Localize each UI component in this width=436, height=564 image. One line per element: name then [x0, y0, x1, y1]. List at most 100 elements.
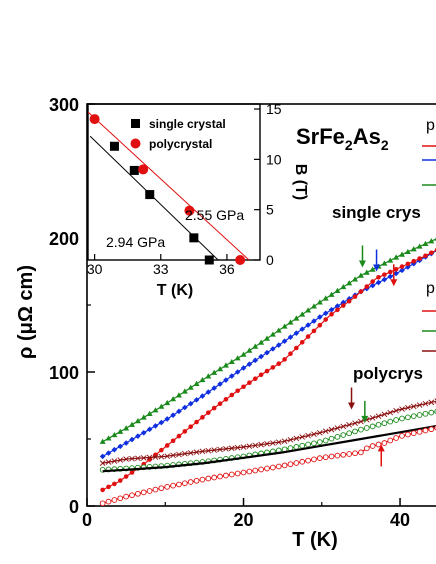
data-point: [423, 253, 428, 259]
data-point: [422, 400, 429, 407]
data-point: [246, 468, 253, 475]
data-point: [205, 373, 212, 379]
data-point: [194, 419, 199, 425]
series-line: [102, 250, 436, 457]
data-point: [252, 343, 259, 349]
data-point: [240, 365, 247, 371]
data-point: [234, 369, 241, 375]
data-point: [281, 323, 288, 329]
data-point: [258, 372, 264, 378]
data-point: [235, 388, 240, 394]
data-point: [358, 426, 364, 433]
data-point: [305, 307, 312, 313]
data-point: [211, 447, 217, 453]
data-point: [294, 345, 299, 351]
data-point: [146, 410, 153, 417]
inset-x-axis: 30 33 36: [87, 254, 235, 277]
data-point: [175, 392, 182, 398]
data-point: [258, 353, 264, 360]
data-point: [287, 334, 294, 340]
data-point: [322, 437, 329, 444]
data-point: [322, 454, 329, 461]
data-point: [229, 392, 235, 398]
data-point: [182, 429, 188, 434]
data-point: [410, 430, 417, 437]
data-point: [181, 388, 188, 394]
transition-arrow: [390, 264, 398, 287]
data-point: [387, 269, 393, 275]
data-point: [193, 449, 200, 455]
data-point: [111, 497, 118, 503]
series-0: [99, 237, 436, 444]
legend-label-poly: polycrystal: [149, 137, 212, 151]
single-legend-head: p: [426, 117, 435, 134]
data-point: [381, 411, 388, 418]
data-point: [363, 445, 370, 452]
data-point: [217, 366, 224, 372]
data-point: [393, 435, 399, 441]
data-point: [328, 291, 335, 297]
data-point: [358, 418, 364, 425]
data-point: [170, 482, 176, 489]
data-point: [299, 311, 306, 317]
data-point: [357, 272, 364, 278]
data-point: [152, 486, 159, 493]
main-arrows: [348, 245, 398, 467]
data-point: [322, 295, 329, 301]
data-point: [270, 464, 276, 471]
data-point: [217, 381, 223, 387]
data-point: [228, 373, 235, 379]
data-point: [334, 452, 341, 459]
data-point: [123, 425, 130, 431]
inset-y-tick-label: 5: [266, 202, 274, 218]
data-point: [105, 435, 112, 441]
data-point: [323, 317, 328, 322]
data-point: [99, 453, 106, 460]
data-point: [340, 423, 347, 430]
data-point: [117, 478, 123, 483]
inset-point-poly: [184, 205, 195, 216]
data-point: [305, 441, 311, 448]
data-point: [369, 282, 376, 289]
data-point: [322, 428, 329, 435]
data-point: [193, 477, 200, 484]
legend-label-single: single crystal: [149, 117, 226, 131]
data-point: [164, 483, 171, 490]
data-point: [334, 287, 341, 293]
data-point: [428, 426, 435, 433]
data-point: [193, 397, 200, 403]
data-point: [241, 384, 246, 390]
data-point: [217, 446, 223, 453]
data-point: [311, 328, 317, 334]
data-point: [340, 283, 347, 290]
data-point: [129, 470, 135, 475]
data-point: [228, 471, 235, 478]
data-point: [111, 431, 118, 438]
data-point: [282, 357, 287, 362]
data-point: [410, 403, 417, 410]
data-point: [158, 419, 165, 426]
data-point: [293, 460, 300, 466]
data-point: [140, 489, 147, 496]
data-point: [381, 420, 388, 427]
data-point: [393, 254, 400, 260]
data-point: [158, 403, 165, 409]
data-point: [399, 267, 405, 274]
data-point: [310, 303, 317, 309]
data-point: [422, 240, 429, 247]
data-point: [199, 376, 206, 383]
data-point: [363, 425, 370, 431]
data-point: [411, 258, 417, 264]
data-point: [363, 269, 370, 275]
inset-plot: 0 5 10 15 30 33 36 T (K) B (T) single crystal…: [87, 101, 309, 299]
inset-points: [89, 114, 246, 265]
main-y-tick-label: 0: [69, 497, 79, 517]
data-point: [311, 456, 317, 463]
data-point: [346, 451, 353, 457]
inset-fit-line: [87, 111, 250, 261]
main-y-tick-label: 100: [49, 363, 79, 383]
data-point: [222, 362, 229, 368]
data-point: [293, 435, 300, 442]
main-x-tick-label: 20: [234, 510, 254, 530]
data-point: [146, 426, 153, 433]
